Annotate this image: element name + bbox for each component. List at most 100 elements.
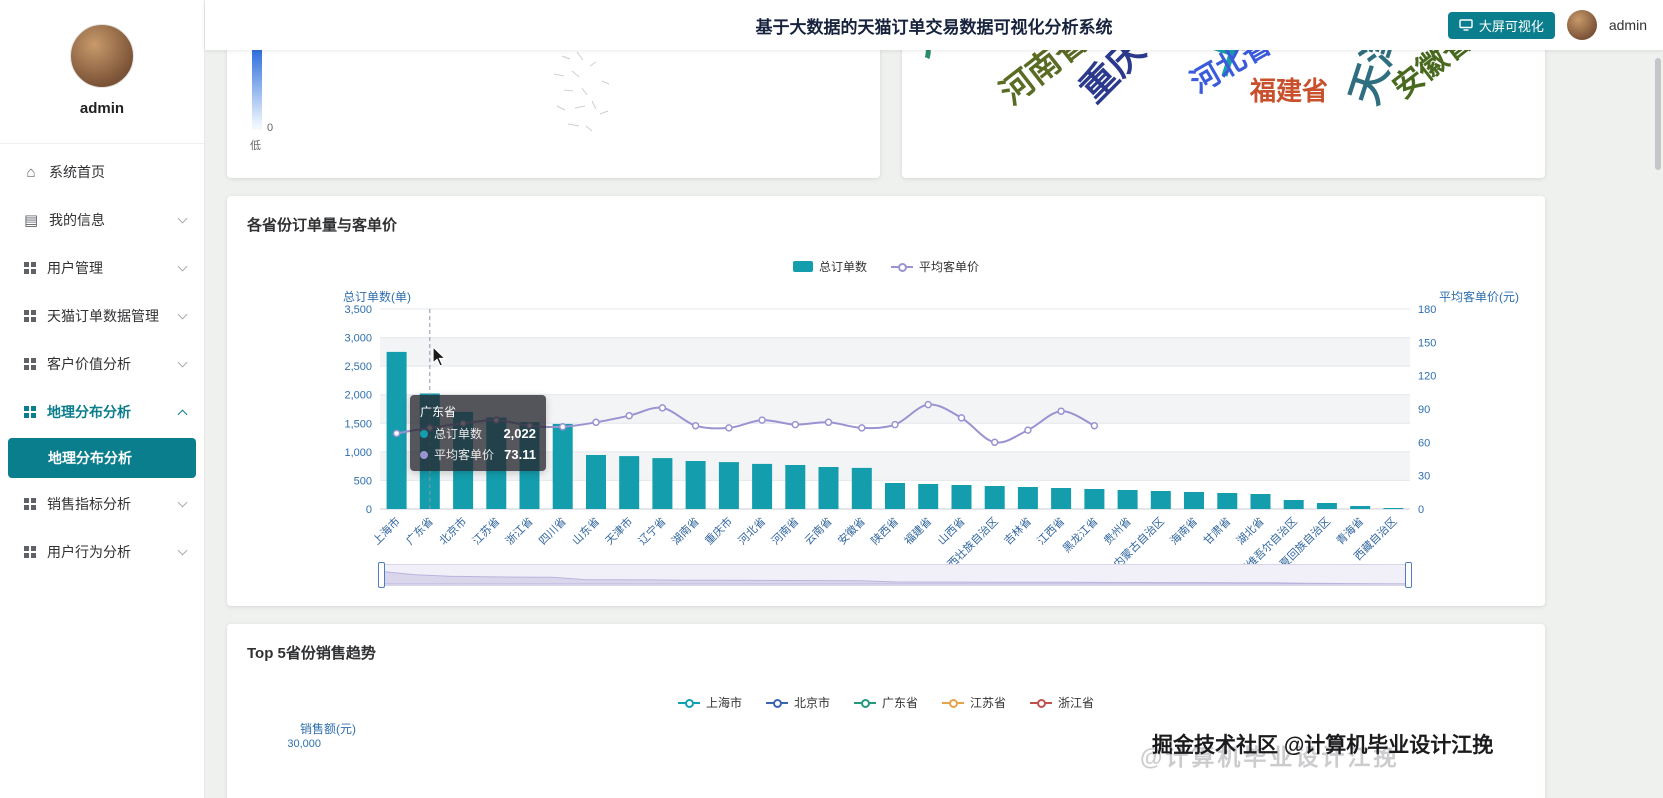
svg-text:吉林省: 吉林省 bbox=[1001, 514, 1034, 547]
svg-text:山东省: 山东省 bbox=[570, 515, 603, 548]
sidebar-item-label: 用户行为分析 bbox=[47, 544, 131, 560]
svg-text:甘肃省: 甘肃省 bbox=[1201, 515, 1234, 548]
chart-legend: 上海市 北京市 广东省 江苏省 浙江省 bbox=[227, 694, 1545, 711]
legend-bar-swatch bbox=[792, 261, 813, 272]
svg-text:3,000: 3,000 bbox=[344, 333, 372, 345]
big-screen-button[interactable]: 大屏可视化 bbox=[1447, 11, 1555, 39]
top5-trend-card: Top 5省份销售趋势 上海市 北京市 广东省 江苏省 浙江省 销售额(元) 30,00… bbox=[227, 624, 1545, 798]
svg-text:海南省: 海南省 bbox=[1167, 514, 1200, 547]
legend-item[interactable]: 上海市 bbox=[677, 694, 742, 711]
bar-line-chart-area[interactable]: 3,500 3,000 2,500 2,000 1,500 1,000 500 0 180 150… bbox=[227, 296, 1545, 606]
header-username[interactable]: admin bbox=[1608, 17, 1647, 33]
svg-text:0: 0 bbox=[366, 504, 372, 516]
datazoom-left-handle[interactable] bbox=[378, 562, 385, 588]
sidebar-item-label: 客户价值分析 bbox=[47, 356, 131, 372]
sidebar: admin ⌂ 系统首页 ▤ 我的信息 用户管理 天猫订单数据管理 客户价值分析 地理分布分析… bbox=[0, 0, 205, 798]
header-avatar[interactable] bbox=[1566, 10, 1597, 40]
trend-axis-tick: 30,000 bbox=[287, 738, 321, 750]
datazoom-right-handle[interactable] bbox=[1405, 562, 1412, 588]
svg-text:安徽省: 安徽省 bbox=[835, 514, 868, 547]
svg-text:贵州省: 贵州省 bbox=[1101, 515, 1134, 548]
legend-label: 浙江省 bbox=[1058, 696, 1095, 710]
grid-icon bbox=[24, 498, 36, 510]
sidebar-item-6[interactable]: 销售指标分析 bbox=[0, 480, 204, 528]
legend-item[interactable]: 总订单数 bbox=[792, 258, 867, 275]
legend-line-swatch bbox=[765, 698, 788, 708]
chevron-down-icon bbox=[177, 357, 188, 368]
big-screen-label: 大屏可视化 bbox=[1478, 18, 1544, 34]
svg-text:120: 120 bbox=[1418, 371, 1436, 383]
wordcloud-word: 安徽省 bbox=[1387, 50, 1479, 106]
sidebar-item-2[interactable]: 用户管理 bbox=[0, 244, 204, 292]
tooltip-value: 73.11 bbox=[504, 447, 536, 462]
province-map-card: 0 低 bbox=[227, 50, 880, 178]
svg-text:上海市: 上海市 bbox=[369, 514, 402, 547]
svg-text:90: 90 bbox=[1418, 404, 1430, 416]
datazoom-silhouette bbox=[380, 565, 1410, 590]
legend-item[interactable]: 平均客单价 bbox=[891, 258, 979, 275]
svg-text:河北省: 河北省 bbox=[736, 515, 769, 548]
visualmap-min-value: 0 bbox=[267, 122, 274, 134]
chevron-down-icon bbox=[177, 497, 188, 508]
svg-text:河南省: 河南省 bbox=[769, 515, 802, 548]
home-icon: ⌂ bbox=[26, 163, 36, 181]
top-header: 基于大数据的天猫订单交易数据可视化分析系统 大屏可视化 admin bbox=[205, 0, 1663, 50]
trend-axis-name: 销售额(元) bbox=[300, 722, 356, 736]
legend-item[interactable]: 浙江省 bbox=[1030, 694, 1094, 711]
legend-item[interactable]: 北京市 bbox=[765, 694, 830, 711]
sidebar-item-label: 天猫订单数据管理 bbox=[47, 308, 159, 324]
sidebar-item-7[interactable]: 用户行为分析 bbox=[0, 528, 204, 576]
tooltip-label: 总订单数 bbox=[434, 427, 483, 441]
monitor-icon bbox=[1459, 19, 1473, 31]
svg-text:福建省: 福建省 bbox=[901, 514, 934, 547]
svg-text:湖南省: 湖南省 bbox=[669, 515, 702, 548]
svg-text:黑龙江省: 黑龙江省 bbox=[1060, 515, 1100, 555]
chevron-down-icon bbox=[177, 261, 188, 272]
svg-text:30: 30 bbox=[1418, 471, 1430, 483]
sidebar-item-label: 销售指标分析 bbox=[47, 496, 131, 512]
tooltip-row: 平均客单价 73.11 bbox=[420, 446, 536, 463]
sidebar-subitem-active[interactable]: 地理分布分析 bbox=[8, 438, 196, 478]
visualmap-gradient-legend[interactable] bbox=[252, 50, 262, 130]
chevron-down-icon bbox=[177, 545, 188, 556]
grid-icon bbox=[24, 406, 36, 418]
sidebar-item-0[interactable]: ⌂ 系统首页 bbox=[0, 148, 204, 196]
svg-text:1,500: 1,500 bbox=[344, 418, 372, 430]
user-avatar bbox=[70, 24, 134, 88]
orders-by-province-card: 各省份订单量与客单价 总订单数 平均客单价 总订单数(单) 平均客单价(元) 3,… bbox=[227, 196, 1545, 606]
watermark-ghost: @计算机毕业设计江挽 bbox=[1140, 744, 1400, 770]
svg-text:云南省: 云南省 bbox=[802, 515, 835, 548]
legend-line-swatch bbox=[677, 698, 700, 708]
svg-text:180: 180 bbox=[1418, 304, 1436, 316]
sidebar-username: admin bbox=[79, 100, 125, 117]
main-content: 0 低 广东省河南省重庆市上海市河北省福建省天津市安徽省 各省份订单量与客单价 … bbox=[205, 50, 1663, 798]
sidebar-item-label: 地理分布分析 bbox=[47, 404, 131, 420]
sidebar-item-4[interactable]: 客户价值分析 bbox=[0, 340, 204, 388]
tooltip-title: 广东省 bbox=[420, 405, 457, 419]
svg-text:山西省: 山西省 bbox=[935, 515, 968, 548]
sidebar-item-3[interactable]: 天猫订单数据管理 bbox=[0, 292, 204, 340]
datazoom-slider[interactable] bbox=[378, 562, 1412, 588]
wordcloud-word: 重庆市 bbox=[1071, 50, 1180, 111]
legend-line-swatch bbox=[891, 262, 913, 272]
page-title: 基于大数据的天猫订单交易数据可视化分析系统 bbox=[755, 17, 1113, 37]
svg-text:江苏省: 江苏省 bbox=[470, 515, 503, 548]
svg-text:浙江省: 浙江省 bbox=[503, 515, 536, 548]
right-axis-name: 平均客单价(元) bbox=[1439, 290, 1519, 304]
sidebar-item-1[interactable]: ▤ 我的信息 bbox=[0, 196, 204, 244]
sidebar-item-label: 系统首页 bbox=[49, 164, 105, 180]
legend-label: 上海市 bbox=[705, 696, 742, 710]
tooltip-series-dot bbox=[420, 450, 428, 459]
legend-item[interactable]: 江苏省 bbox=[942, 694, 1006, 711]
grid-icon bbox=[24, 262, 36, 274]
legend-label: 总订单数 bbox=[818, 260, 867, 274]
svg-text:四川省: 四川省 bbox=[536, 515, 569, 548]
legend-line-swatch bbox=[1030, 698, 1053, 708]
legend-line-swatch bbox=[942, 698, 964, 708]
legend-label: 平均客单价 bbox=[919, 260, 980, 274]
legend-label: 北京市 bbox=[793, 696, 830, 710]
legend-item[interactable]: 广东省 bbox=[853, 694, 918, 711]
sidebar-item-5[interactable]: 地理分布分析 bbox=[0, 388, 204, 436]
chevron-down-icon bbox=[177, 213, 188, 224]
scrollbar-thumb[interactable] bbox=[1655, 58, 1661, 170]
